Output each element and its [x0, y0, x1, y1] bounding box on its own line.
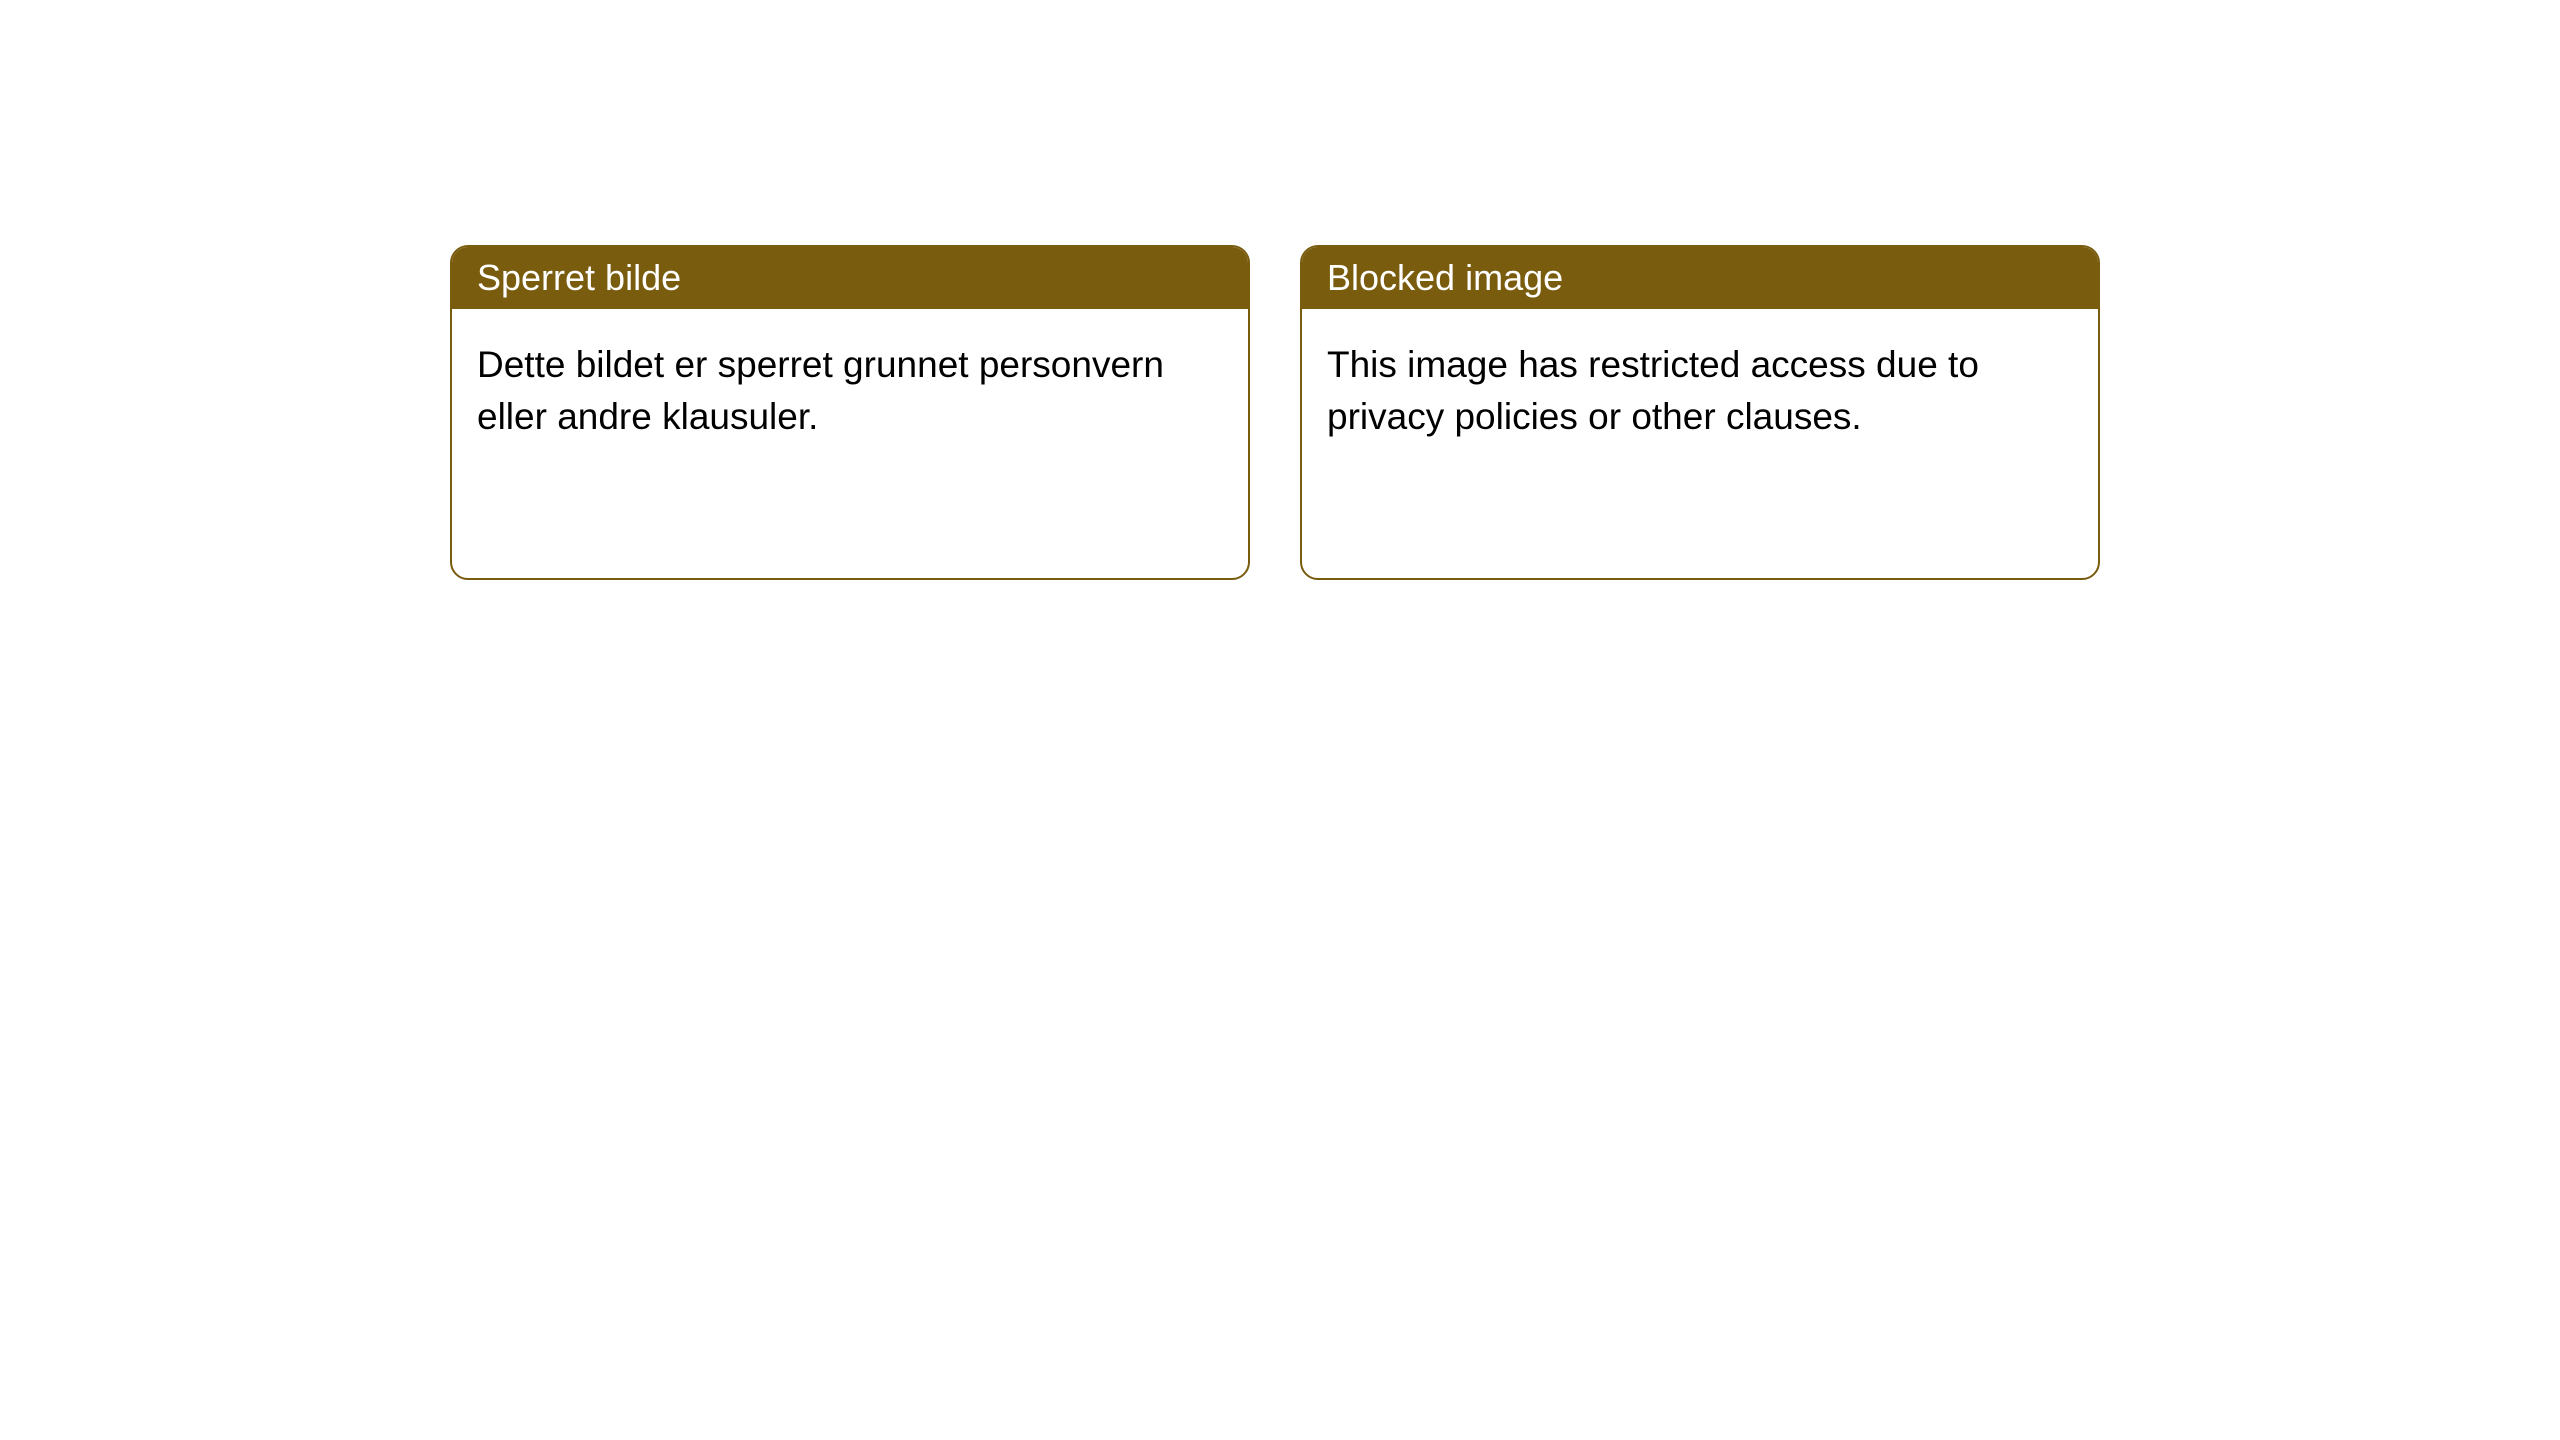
- card-title: Sperret bilde: [477, 257, 681, 298]
- card-header: Blocked image: [1302, 247, 2098, 309]
- card-body: Dette bildet er sperret grunnet personve…: [452, 309, 1248, 473]
- card-body-text: This image has restricted access due to …: [1327, 344, 1979, 437]
- blocked-image-card-en: Blocked image This image has restricted …: [1300, 245, 2100, 580]
- card-body-text: Dette bildet er sperret grunnet personve…: [477, 344, 1164, 437]
- card-header: Sperret bilde: [452, 247, 1248, 309]
- card-title: Blocked image: [1327, 257, 1563, 298]
- blocked-image-card-no: Sperret bilde Dette bildet er sperret gr…: [450, 245, 1250, 580]
- cards-container: Sperret bilde Dette bildet er sperret gr…: [450, 245, 2100, 580]
- card-body: This image has restricted access due to …: [1302, 309, 2098, 473]
